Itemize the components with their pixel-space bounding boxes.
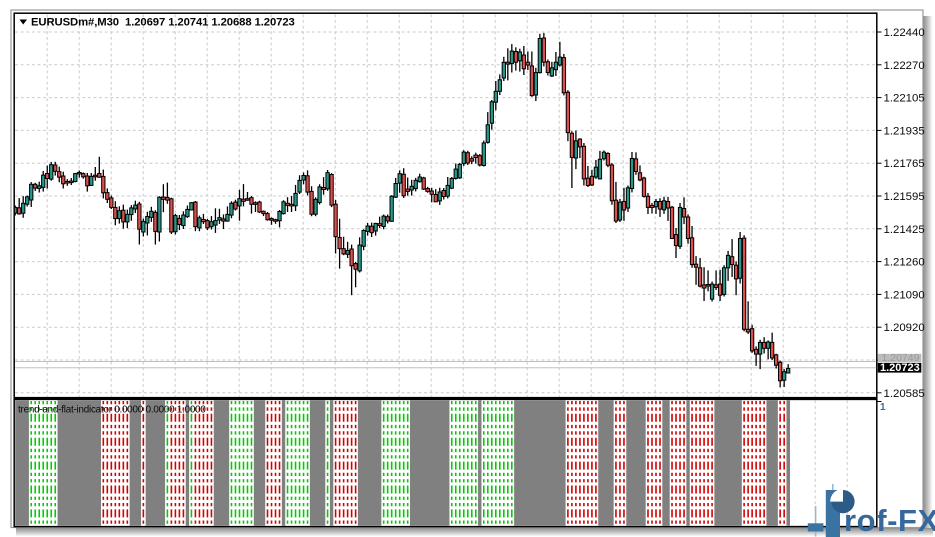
svg-text:1.20585: 1.20585 xyxy=(884,388,925,400)
svg-text:1.20920: 1.20920 xyxy=(884,322,925,334)
svg-text:trend-and-flat-indicator 0.000: trend-and-flat-indicator 0.0000 0.0000 1… xyxy=(18,405,206,416)
svg-text:1.21595: 1.21595 xyxy=(884,191,925,203)
svg-text:rof-FX: rof-FX xyxy=(844,503,935,537)
svg-text:EURUSDm#,M30 1.20697 1.20741: EURUSDm#,M30 1.20697 1.20741 1.20688 1.2… xyxy=(31,16,295,28)
svg-text:1.21090: 1.21090 xyxy=(884,289,925,301)
svg-text:1.22270: 1.22270 xyxy=(884,60,925,72)
svg-text:1.21425: 1.21425 xyxy=(884,224,925,236)
svg-text:1.20723: 1.20723 xyxy=(880,362,920,374)
svg-text:1.21935: 1.21935 xyxy=(884,125,925,137)
svg-text:1.21765: 1.21765 xyxy=(884,158,925,170)
svg-text:1.20749: 1.20749 xyxy=(882,352,920,364)
svg-text:1.22440: 1.22440 xyxy=(884,27,925,39)
svg-text:1.21260: 1.21260 xyxy=(884,257,925,269)
svg-text:1.22105: 1.22105 xyxy=(884,93,925,105)
svg-text:1: 1 xyxy=(880,402,886,413)
